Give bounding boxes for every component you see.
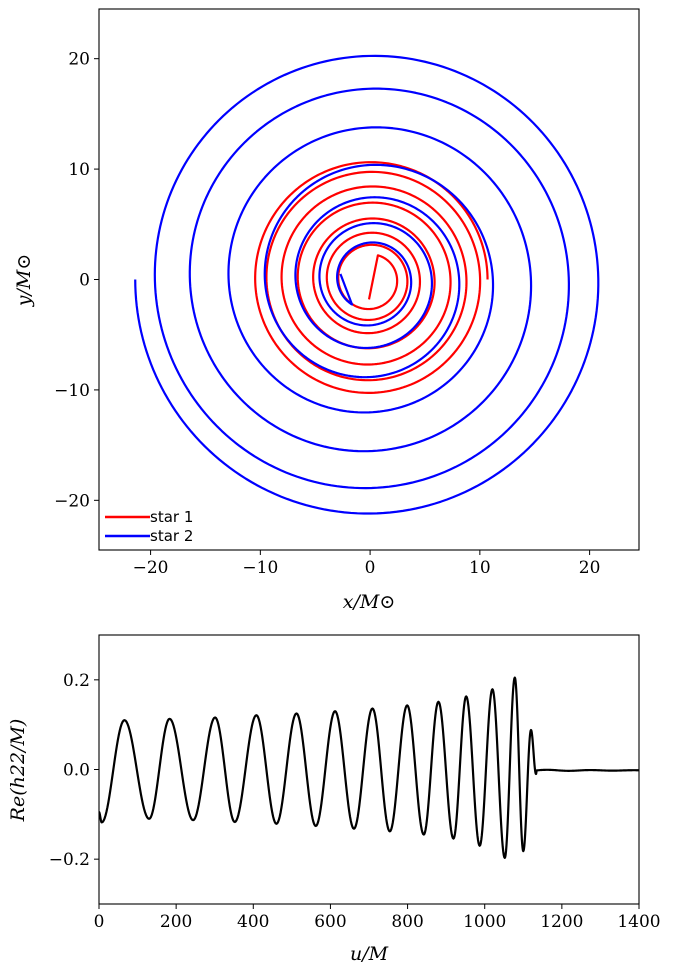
orbit-y-tick-label: 20: [68, 50, 90, 70]
waveform-y-tick-label: 0.2: [63, 671, 90, 691]
orbit-series-2: [134, 54, 600, 515]
orbit-plot-frame: [98, 8, 640, 551]
orbit-x-ticks: −20 −10 0 10 20: [133, 550, 601, 578]
waveform-plot: 0 200 400 600 800 1000 1200 1400 −0.2 0.0 0.2 u/M…: [7, 634, 661, 965]
orbit-y-axis-label: y/M⊙: [13, 254, 35, 308]
waveform-x-tick-label: 1400: [617, 912, 660, 932]
orbit-x-tick-label: −10: [242, 558, 278, 578]
orbit-y-tick-label: −20: [54, 491, 90, 511]
waveform-y-tick-label: 0.0: [63, 761, 90, 781]
waveform-x-axis-label: u/M: [350, 943, 389, 965]
waveform-x-tick-label: 0: [94, 912, 105, 932]
orbit-x-tick-label: 20: [579, 558, 601, 578]
orbit-legend: star 1 star 2: [105, 508, 193, 545]
waveform-x-tick-label: 200: [160, 912, 192, 932]
waveform-x-ticks: 0 200 400 600 800 1000 1200 1400: [94, 904, 661, 932]
waveform-y-axis-label: Re(h22/M): [7, 719, 29, 823]
orbit-y-tick-label: −10: [54, 381, 90, 401]
orbit-x-axis-label: x/M⊙: [343, 591, 396, 613]
legend-label-star-2: star 2: [150, 527, 193, 545]
orbit-x-tick-label: −20: [133, 558, 169, 578]
waveform-x-tick-label: 1000: [463, 912, 506, 932]
orbit-lines: [134, 54, 600, 515]
waveform-lines: [99, 676, 639, 859]
legend-label-star-1: star 1: [150, 508, 193, 526]
orbit-x-tick-label: 0: [365, 558, 376, 578]
waveform-x-tick-label: 800: [391, 912, 423, 932]
waveform-y-ticks: −0.2 0.0 0.2: [49, 671, 99, 870]
orbit-y-ticks: −20 −10 0 10 20: [54, 50, 99, 511]
waveform-x-tick-label: 600: [314, 912, 346, 932]
waveform-x-tick-label: 400: [237, 912, 269, 932]
orbit-y-tick-label: 0: [79, 271, 90, 291]
orbit-y-tick-label: 10: [68, 160, 90, 180]
waveform-x-tick-label: 1200: [540, 912, 583, 932]
orbit-x-tick-label: 10: [469, 558, 491, 578]
orbit-plot: −20 −10 0 10 20 −20 −10 0 10 20 x/M⊙ y/M⊙ star 1…: [13, 8, 640, 613]
waveform-series: [99, 676, 639, 859]
waveform-y-tick-label: −0.2: [49, 850, 90, 870]
